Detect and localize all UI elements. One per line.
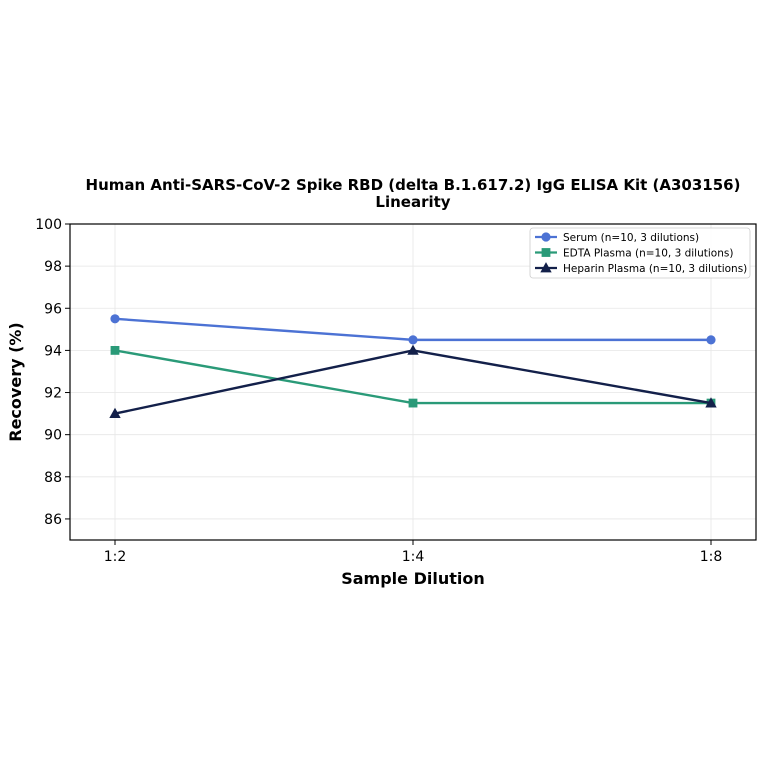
data-point <box>110 345 120 355</box>
legend-item: EDTA Plasma (n=10, 3 dilutions) <box>535 247 733 259</box>
y-axis: 86 88 90 92 94 96 98 100 <box>35 217 70 528</box>
data-point <box>408 335 418 345</box>
data-point <box>705 397 717 408</box>
x-tick-label: 1:4 <box>402 549 425 565</box>
y-tick-label: 88 <box>44 470 62 486</box>
series-3 <box>109 344 717 419</box>
data-point <box>110 314 120 324</box>
y-tick-label: 92 <box>44 386 62 402</box>
data-point <box>706 335 716 345</box>
y-axis-label: Recovery (%) <box>6 322 25 441</box>
data-point <box>408 398 418 408</box>
series-layer <box>109 314 717 419</box>
chart-subtitle: Linearity <box>375 193 450 211</box>
legend-marker <box>541 248 551 257</box>
y-tick-label: 100 <box>35 217 62 233</box>
legend-label: Serum (n=10, 3 dilutions) <box>563 232 699 244</box>
x-axis-label: Sample Dilution <box>341 569 485 588</box>
series-1 <box>110 314 716 345</box>
data-point <box>109 407 121 419</box>
legend-label: EDTA Plasma (n=10, 3 dilutions) <box>563 247 733 259</box>
legend-item: Serum (n=10, 3 dilutions) <box>535 232 699 244</box>
legend-marker <box>540 262 552 273</box>
chart-title: Human Anti-SARS-CoV-2 Spike RBD (delta B… <box>86 176 741 194</box>
x-tick-label: 1:2 <box>104 549 127 565</box>
y-tick-label: 94 <box>44 343 62 359</box>
x-tick-label: 1:8 <box>700 549 723 565</box>
x-axis: 1:2 1:4 1:8 <box>104 540 723 565</box>
y-tick-label: 98 <box>44 259 62 275</box>
legend-marker <box>541 232 551 242</box>
y-tick-label: 96 <box>44 301 62 317</box>
data-point <box>407 344 419 355</box>
y-tick-label: 90 <box>44 428 62 444</box>
legend: Serum (n=10, 3 dilutions) EDTA Plasma (n=… <box>529 227 751 279</box>
legend-item: Heparin Plasma (n=10, 3 dilutions) <box>535 262 747 275</box>
legend-box <box>529 227 751 279</box>
y-tick-label: 86 <box>44 512 62 528</box>
legend-label: Heparin Plasma (n=10, 3 dilutions) <box>563 263 747 275</box>
